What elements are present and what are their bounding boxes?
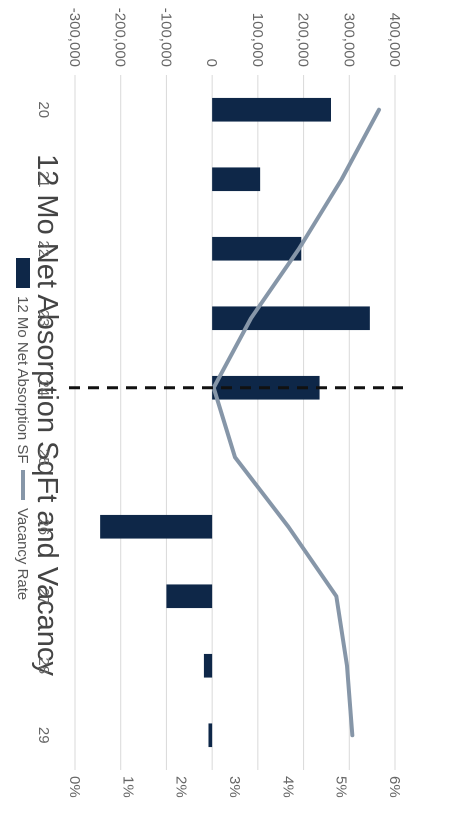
category-label: 27 [35,588,52,605]
secondary-tick-label: 4% [279,776,296,798]
category-label: 21 [35,171,52,188]
bar-20 [212,97,331,122]
primary-tick-label: -200,000 [112,8,129,67]
bar-29 [208,723,213,748]
bar-22 [212,236,302,261]
primary-tick-label: 300,000 [340,13,357,67]
secondary-tick-label: 1% [119,776,136,798]
secondary-tick-label: 5% [333,776,350,798]
legend-label-bar: 12 Mo Net Absorption SF [14,296,31,464]
primary-tick-label: 100,000 [249,13,266,67]
category-label: 28 [35,657,52,674]
secondary-axis-ticks: 6% 5% 4% 3% 2% 1% 0% [66,776,403,798]
legend: 12 Mo Net Absorption SF Vacancy Rate [14,258,31,600]
bar-28 [203,653,213,678]
category-label: 25 [35,449,52,466]
bar-23 [212,306,370,331]
legend-swatch-bar [16,258,30,288]
primary-tick-label: 200,000 [295,13,312,67]
legend-label-line: Vacancy Rate [14,508,31,600]
line-series [211,107,381,738]
primary-tick-label: -100,000 [157,8,174,67]
category-label: 24 [35,379,52,396]
bar-21 [212,167,261,192]
secondary-tick-label: 0% [66,776,83,798]
bar-27 [166,584,213,609]
bar-series [100,97,370,748]
primary-axis-ticks: 400,000 300,000 200,000 100,000 0 -100,000 -20… [66,8,403,67]
category-label: 26 [35,518,52,535]
vacancy-rate-line [211,107,381,738]
primary-tick-label: 400,000 [386,13,403,67]
category-label: 29 [35,727,52,744]
secondary-tick-label: 2% [173,776,190,798]
secondary-tick-label: 6% [386,776,403,798]
category-labels: 20 21 22 23 24 25 26 27 28 29 [35,101,52,743]
secondary-tick-label: 3% [226,776,243,798]
category-label: 22 [35,240,52,257]
primary-tick-label: 0 [203,59,220,67]
chart-title: 12 Mo Net Absorption SqFt and Vacancy [31,154,63,676]
primary-tick-label: -300,000 [66,8,83,67]
category-label: 23 [35,310,52,327]
bar-26 [100,514,213,539]
category-label: 20 [35,101,52,118]
